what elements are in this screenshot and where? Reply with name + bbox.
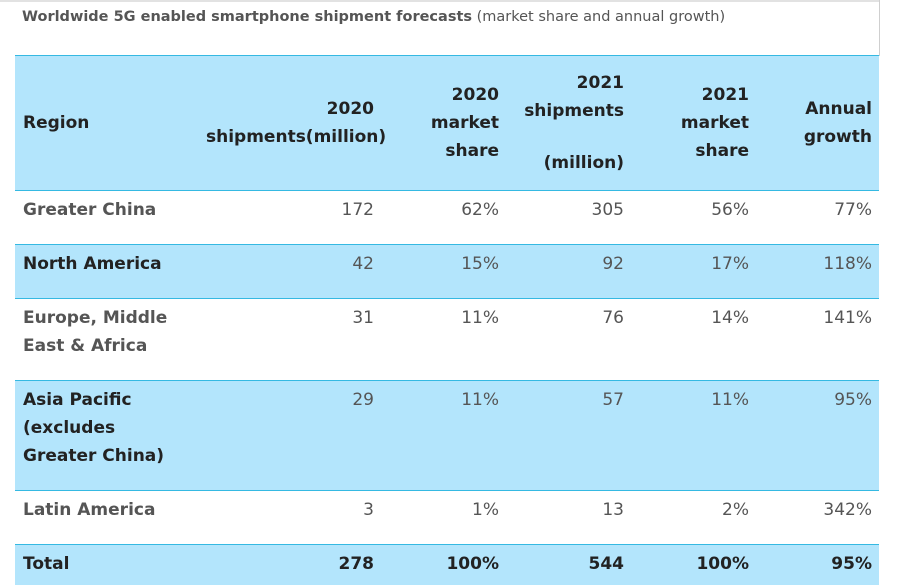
header-annual-growth: Annual growth bbox=[756, 55, 879, 191]
shipments-2020-cell: 31 bbox=[198, 298, 381, 381]
total-market-share-2021: 100% bbox=[631, 544, 756, 585]
region-cell: North America bbox=[15, 244, 198, 299]
shipments-2021-cell: 305 bbox=[506, 190, 631, 245]
header-line: shipments bbox=[524, 101, 624, 121]
caption-title: Worldwide 5G enabled smartphone shipment… bbox=[22, 9, 473, 25]
annual-growth-cell: 118% bbox=[756, 244, 879, 299]
shipments-2021-cell: 13 bbox=[506, 490, 631, 545]
total-row: Total 278 100% 544 100% 95% bbox=[15, 544, 879, 585]
market-share-2020-cell: 11% bbox=[381, 380, 506, 491]
caption-subtitle: (market share and annual growth) bbox=[472, 9, 726, 25]
header-line: Annual bbox=[805, 99, 872, 119]
region-cell: Greater China bbox=[15, 190, 198, 245]
market-share-2021-cell: 14% bbox=[631, 298, 756, 381]
header-line: share bbox=[445, 141, 499, 161]
region-cell: Europe, Middle East & Africa bbox=[15, 298, 198, 381]
market-share-2020-cell: 1% bbox=[381, 490, 506, 545]
total-label: Total bbox=[15, 544, 198, 585]
header-line: growth bbox=[803, 127, 872, 147]
table-row: Europe, Middle East & Africa 31 11% 76 1… bbox=[15, 298, 879, 381]
header-row: Region 2020 shipments(million) 2020 mark… bbox=[15, 55, 879, 191]
table-caption: Worldwide 5G enabled smartphone shipment… bbox=[22, 9, 725, 25]
region-cell: Asia Pacific (excludes Greater China) bbox=[15, 380, 198, 491]
shipments-2020-cell: 42 bbox=[198, 244, 381, 299]
table-row: Greater China 172 62% 305 56% 77% bbox=[15, 190, 879, 245]
table-row: Latin America 3 1% 13 2% 342% bbox=[15, 490, 879, 545]
region-line: Greater China) bbox=[23, 446, 165, 466]
table-row: North America 42 15% 92 17% 118% bbox=[15, 244, 879, 299]
shipments-2021-cell: 57 bbox=[506, 380, 631, 491]
shipments-2021-cell: 92 bbox=[506, 244, 631, 299]
market-share-2020-cell: 15% bbox=[381, 244, 506, 299]
region-cell: Latin America bbox=[15, 490, 198, 545]
total-market-share-2020: 100% bbox=[381, 544, 506, 585]
table-row: Asia Pacific (excludes Greater China) 29… bbox=[15, 380, 879, 491]
header-line: 2021 bbox=[576, 73, 624, 93]
header-2021-market-share: 2021 market share bbox=[631, 55, 756, 191]
top-rule bbox=[0, 0, 879, 2]
shipments-2020-cell: 172 bbox=[198, 190, 381, 245]
annual-growth-cell: 342% bbox=[756, 490, 879, 545]
market-share-2021-cell: 2% bbox=[631, 490, 756, 545]
total-annual-growth: 95% bbox=[756, 544, 879, 585]
annual-growth-cell: 77% bbox=[756, 190, 879, 245]
header-2020-shipments: 2020 shipments(million) bbox=[198, 55, 387, 191]
header-line: 2020 bbox=[326, 99, 374, 119]
market-share-2021-cell: 11% bbox=[631, 380, 756, 491]
header-line: market bbox=[680, 113, 749, 133]
shipments-2020-cell: 3 bbox=[198, 490, 381, 545]
annual-growth-cell: 95% bbox=[756, 380, 879, 491]
shipments-2021-cell: 76 bbox=[506, 298, 631, 381]
header-line: 2021 bbox=[701, 85, 749, 105]
header-region: Region bbox=[15, 55, 198, 191]
region-line: (excludes bbox=[23, 418, 116, 438]
region-line: Asia Pacific bbox=[23, 390, 132, 410]
region-line: East & Africa bbox=[23, 336, 148, 356]
right-rule bbox=[879, 0, 880, 56]
market-share-2020-cell: 62% bbox=[381, 190, 506, 245]
shipments-2020-cell: 29 bbox=[198, 380, 381, 491]
header-line: shipments(million) bbox=[206, 127, 387, 147]
header-line: (million) bbox=[543, 153, 624, 173]
region-line: Europe, Middle bbox=[23, 308, 168, 328]
header-2020-market-share: 2020 market share bbox=[381, 55, 506, 191]
market-share-2020-cell: 11% bbox=[381, 298, 506, 381]
header-line: market bbox=[430, 113, 499, 133]
total-shipments-2021: 544 bbox=[506, 544, 631, 585]
total-shipments-2020: 278 bbox=[198, 544, 381, 585]
shipment-forecast-table: Region 2020 shipments(million) 2020 mark… bbox=[15, 55, 879, 585]
header-line: share bbox=[695, 141, 749, 161]
annual-growth-cell: 141% bbox=[756, 298, 879, 381]
market-share-2021-cell: 17% bbox=[631, 244, 756, 299]
header-line: 2020 bbox=[451, 85, 499, 105]
market-share-2021-cell: 56% bbox=[631, 190, 756, 245]
header-2021-shipments: 2021 shipments (million) bbox=[506, 55, 631, 191]
